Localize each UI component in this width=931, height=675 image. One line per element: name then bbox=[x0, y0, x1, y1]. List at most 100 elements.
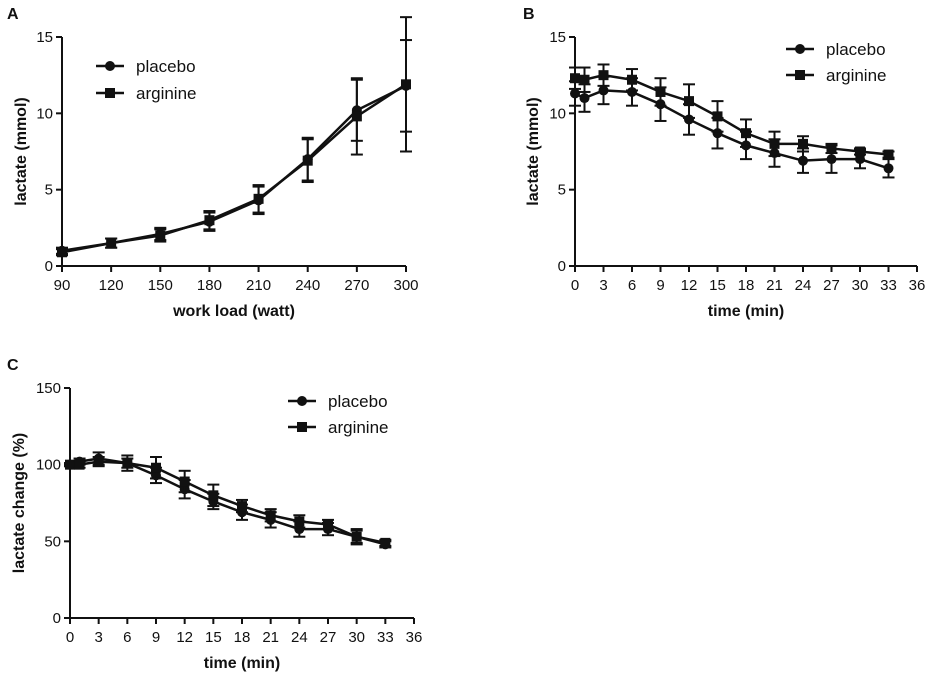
chart-panel-a: A 0 5 10 15 90 120 150 180 210 240 270 300 work load … bbox=[7, 6, 419, 320]
x-tick-label: 12 bbox=[176, 629, 193, 646]
x-tick-label: 240 bbox=[295, 277, 320, 294]
data-point-square bbox=[155, 230, 166, 241]
data-point-circle bbox=[598, 85, 609, 96]
panel-label: C bbox=[7, 357, 19, 374]
x-axis-title: time (min) bbox=[708, 303, 784, 320]
series-arginine bbox=[56, 16, 412, 258]
data-point-square bbox=[65, 459, 75, 470]
y-tick-label: 150 bbox=[36, 380, 61, 397]
legend-label: arginine bbox=[826, 66, 887, 85]
data-point-square bbox=[769, 138, 780, 149]
x-tick-label: 21 bbox=[262, 629, 279, 646]
x-tick-label: 0 bbox=[66, 629, 74, 646]
x-tick-label: 33 bbox=[880, 277, 897, 294]
legend-marker-square bbox=[795, 70, 805, 80]
x-tick-label: 9 bbox=[656, 277, 664, 294]
series-line bbox=[61, 83, 407, 254]
x-tick-label: 18 bbox=[234, 629, 251, 646]
x-tick-label: 15 bbox=[709, 277, 726, 294]
data-point-square bbox=[712, 111, 723, 122]
data-point-square bbox=[570, 73, 580, 84]
legend-label: placebo bbox=[328, 392, 388, 411]
x-tick-label: 24 bbox=[795, 277, 812, 294]
data-point-square bbox=[855, 146, 865, 157]
x-tick-label: 6 bbox=[628, 277, 636, 294]
y-tick-label: 0 bbox=[558, 258, 566, 275]
legend-label: arginine bbox=[136, 84, 197, 103]
y-tick-label: 5 bbox=[558, 182, 566, 199]
data-point-circle bbox=[798, 155, 808, 166]
data-point-circle bbox=[579, 93, 590, 104]
x-tick-label: 12 bbox=[681, 277, 698, 294]
legend-marker-circle bbox=[795, 44, 805, 54]
legend: placebo arginine bbox=[786, 40, 887, 85]
y-tick-label: 0 bbox=[45, 258, 53, 275]
data-point-square bbox=[237, 501, 247, 512]
x-tick-label: 270 bbox=[344, 277, 369, 294]
x-tick-label: 27 bbox=[823, 277, 840, 294]
x-tick-label: 21 bbox=[766, 277, 783, 294]
data-point-square bbox=[598, 70, 609, 81]
series-line bbox=[574, 89, 889, 170]
data-point-square bbox=[826, 143, 837, 154]
data-point-circle bbox=[570, 88, 580, 99]
x-tick-label: 6 bbox=[123, 629, 131, 646]
panel-label: B bbox=[523, 6, 535, 23]
y-tick-label: 10 bbox=[36, 105, 53, 122]
x-tick-label: 33 bbox=[377, 629, 394, 646]
x-tick-label: 300 bbox=[393, 277, 418, 294]
y-tick-label: 100 bbox=[36, 457, 61, 474]
x-tick-label: 36 bbox=[406, 629, 423, 646]
data-point-square bbox=[351, 531, 362, 542]
data-point-square bbox=[627, 74, 637, 85]
y-tick-label: 10 bbox=[549, 105, 566, 122]
x-axis-title: time (min) bbox=[204, 655, 280, 672]
legend-label: placebo bbox=[136, 57, 196, 76]
series-arginine bbox=[569, 63, 895, 160]
x-tick-label: 3 bbox=[599, 277, 607, 294]
y-axis-title: lactate (mmol) bbox=[13, 97, 30, 205]
data-point-square bbox=[798, 138, 808, 149]
data-point-square bbox=[151, 462, 161, 473]
y-tick-label: 0 bbox=[53, 610, 61, 627]
data-point-square bbox=[655, 86, 666, 97]
data-point-square bbox=[401, 79, 411, 90]
data-point-square bbox=[253, 193, 264, 204]
series-arginine bbox=[64, 456, 392, 548]
data-point-square bbox=[294, 516, 305, 527]
y-tick-label: 50 bbox=[44, 533, 61, 550]
data-point-square bbox=[265, 510, 276, 521]
legend-marker-square bbox=[105, 88, 115, 98]
data-point-square bbox=[208, 490, 219, 501]
y-tick-label: 15 bbox=[549, 29, 566, 46]
y-axis-title: lactate (mmol) bbox=[525, 97, 542, 205]
series-placebo bbox=[56, 39, 412, 256]
panel-label: A bbox=[7, 6, 19, 23]
data-point-circle bbox=[883, 163, 894, 174]
data-point-square bbox=[323, 519, 333, 530]
legend-marker-circle bbox=[297, 396, 307, 406]
data-point-square bbox=[741, 128, 751, 139]
data-point-square bbox=[684, 96, 694, 107]
legend-marker-square bbox=[297, 422, 307, 432]
x-tick-label: 150 bbox=[148, 277, 173, 294]
y-tick-label: 5 bbox=[45, 182, 53, 199]
legend: placebo arginine bbox=[96, 57, 197, 103]
series-line bbox=[574, 73, 889, 156]
data-point-circle bbox=[826, 154, 837, 165]
data-point-square bbox=[122, 458, 133, 469]
x-tick-label: 210 bbox=[246, 277, 271, 294]
x-tick-label: 18 bbox=[738, 277, 755, 294]
data-point-square bbox=[380, 537, 391, 548]
x-axis-title: work load (watt) bbox=[172, 303, 295, 320]
data-point-square bbox=[883, 149, 894, 160]
x-tick-label: 90 bbox=[54, 277, 71, 294]
x-tick-label: 3 bbox=[94, 629, 102, 646]
x-tick-label: 180 bbox=[197, 277, 222, 294]
legend: placebo arginine bbox=[288, 392, 389, 437]
x-tick-label: 30 bbox=[348, 629, 365, 646]
x-tick-label: 0 bbox=[571, 277, 579, 294]
data-point-square bbox=[579, 74, 590, 85]
